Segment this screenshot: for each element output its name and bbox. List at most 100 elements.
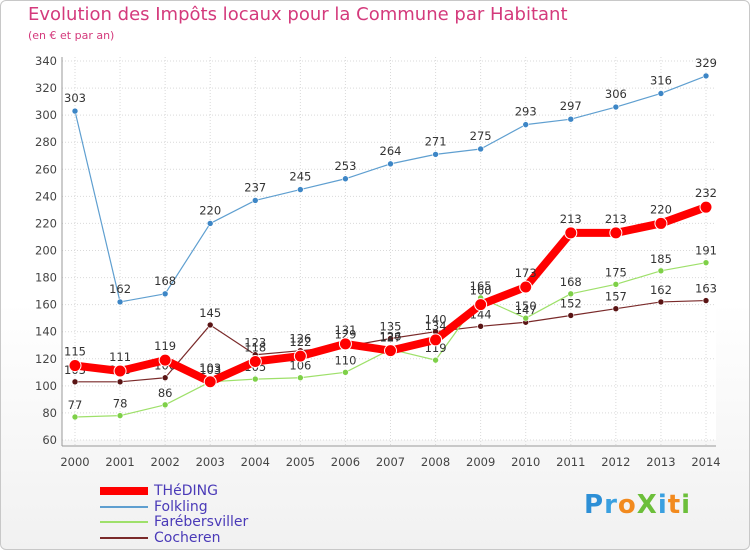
logo-letter: X (636, 490, 658, 520)
data-point-cocheren (612, 305, 620, 313)
data-label-far-bersviller: 77 (68, 398, 83, 412)
data-label-cocheren: 147 (515, 303, 537, 317)
y-tick-label: 80 (42, 406, 57, 420)
data-label-cocheren: 162 (650, 283, 672, 297)
legend-label: THéDING (154, 483, 218, 499)
data-point-far-bersviller (161, 401, 169, 409)
legend-swatch (100, 521, 148, 523)
y-tick-label: 220 (35, 216, 57, 230)
y-tick-label: 340 (35, 54, 57, 68)
data-label-folkling: 220 (199, 203, 221, 217)
data-label-th-ding: 103 (199, 361, 221, 375)
legend-label: Folkling (154, 498, 208, 515)
y-tick-label: 200 (35, 244, 57, 258)
data-point-folkling (342, 175, 349, 183)
data-point-th-ding (68, 359, 82, 373)
data-label-cocheren: 140 (425, 313, 447, 327)
data-label-th-ding: 131 (334, 323, 356, 337)
x-tick-label: 2001 (105, 455, 134, 469)
data-label-folkling: 245 (289, 170, 311, 184)
data-point-cocheren (387, 335, 394, 342)
data-label-th-ding: 213 (605, 212, 627, 226)
data-point-folkling (387, 160, 394, 168)
data-point-th-ding (248, 354, 262, 368)
x-tick-label: 2006 (331, 455, 360, 469)
data-point-cocheren (116, 378, 124, 386)
x-tick-label: 2004 (241, 455, 270, 469)
data-point-th-ding (654, 216, 668, 230)
x-tick-label: 2012 (601, 455, 630, 469)
data-point-folkling (612, 103, 620, 111)
data-label-th-ding: 173 (515, 266, 537, 280)
data-point-th-ding (113, 364, 127, 378)
legend-swatch (100, 536, 148, 539)
data-label-far-bersviller: 191 (695, 244, 717, 258)
data-point-folkling (477, 145, 484, 153)
data-point-folkling (71, 107, 79, 115)
legend-item: Cocheren (100, 530, 300, 547)
legend-swatch (100, 487, 148, 495)
x-tick-label: 2014 (691, 455, 720, 469)
data-label-cocheren: 152 (560, 296, 582, 310)
x-tick-label: 2005 (286, 455, 315, 469)
x-tick-label: 2003 (196, 455, 225, 469)
data-point-folkling (206, 220, 214, 227)
data-point-cocheren (657, 298, 665, 306)
data-point-far-bersviller (522, 314, 530, 322)
data-point-th-ding (519, 280, 533, 294)
logo-letter: r (604, 490, 618, 520)
legend-item: Folkling (100, 498, 300, 516)
plot-area (62, 57, 716, 440)
data-point-th-ding (474, 298, 488, 312)
data-point-th-ding (564, 226, 578, 240)
data-point-folkling (297, 186, 304, 193)
data-point-th-ding (203, 375, 217, 389)
data-point-th-ding (699, 200, 713, 214)
data-label-far-bersviller: 86 (158, 386, 173, 400)
data-label-far-bersviller: 103 (199, 363, 221, 377)
legend-label: Farébersviller (154, 514, 249, 530)
data-point-folkling (116, 298, 124, 306)
y-tick-label: 320 (35, 81, 57, 95)
data-label-cocheren: 157 (605, 290, 627, 304)
x-tick-label: 2008 (421, 455, 450, 469)
x-tick-label: 2010 (511, 455, 540, 469)
data-label-folkling: 306 (605, 87, 627, 101)
data-point-folkling (432, 151, 439, 158)
data-point-th-ding (384, 344, 397, 358)
data-label-far-bersviller: 110 (334, 353, 356, 367)
y-tick-label: 60 (42, 433, 57, 447)
data-point-cocheren (567, 312, 575, 319)
data-label-folkling: 264 (380, 144, 402, 158)
logo-letter: i (657, 490, 668, 520)
x-tick-label: 2007 (376, 455, 405, 469)
data-point-far-bersviller (71, 413, 79, 421)
data-label-far-bersviller: 150 (515, 299, 537, 313)
x-tick-label: 2013 (646, 455, 675, 469)
y-tick-label: 180 (35, 271, 57, 285)
y-tick-label: 100 (35, 379, 57, 393)
data-label-folkling: 275 (470, 129, 492, 143)
data-label-far-bersviller: 165 (470, 279, 492, 293)
data-label-folkling: 168 (154, 274, 176, 288)
data-point-far-bersviller (342, 369, 349, 376)
legend-swatch (100, 505, 148, 508)
data-point-cocheren (71, 378, 79, 386)
x-tick-label: 2002 (151, 455, 180, 469)
data-point-folkling (522, 121, 530, 128)
data-label-folkling: 303 (64, 91, 86, 105)
data-label-far-bersviller: 185 (650, 252, 672, 266)
data-point-folkling (161, 290, 169, 298)
logo-letter: i (681, 490, 692, 520)
data-point-cocheren (206, 321, 214, 329)
data-label-cocheren: 123 (244, 336, 266, 350)
x-tick-label: 2009 (466, 455, 495, 469)
data-label-far-bersviller: 168 (560, 275, 582, 289)
data-point-folkling (567, 115, 575, 123)
data-label-cocheren: 135 (380, 319, 402, 333)
data-point-far-bersviller (251, 375, 259, 383)
logo-letter: t (667, 490, 682, 520)
data-label-th-ding: 232 (695, 186, 717, 200)
data-label-th-ding: 213 (560, 212, 582, 226)
y-tick-label: 140 (35, 325, 57, 339)
